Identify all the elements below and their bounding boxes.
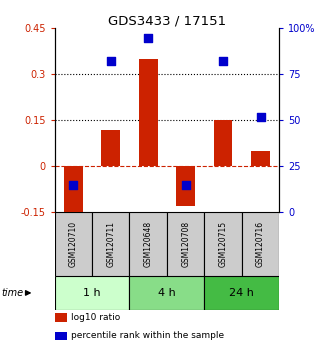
Text: GSM120710: GSM120710: [69, 221, 78, 267]
Text: GSM120711: GSM120711: [106, 221, 115, 267]
Bar: [251, 151, 270, 166]
Point: [183, 182, 188, 188]
Text: GSM120708: GSM120708: [181, 221, 190, 267]
Bar: [242, 212, 279, 276]
Bar: [92, 212, 129, 276]
Text: 1 h: 1 h: [83, 288, 101, 298]
Text: GSM120716: GSM120716: [256, 221, 265, 267]
Bar: [167, 212, 204, 276]
Bar: [55, 313, 67, 322]
Bar: [101, 130, 120, 166]
Text: 4 h: 4 h: [158, 288, 176, 298]
Text: percentile rank within the sample: percentile rank within the sample: [72, 331, 225, 340]
Bar: [55, 276, 129, 310]
Bar: [204, 276, 279, 310]
Bar: [176, 166, 195, 206]
Point: [71, 182, 76, 188]
Bar: [139, 59, 158, 166]
Bar: [55, 332, 67, 341]
Point: [258, 114, 263, 120]
Bar: [214, 120, 232, 166]
Bar: [55, 212, 92, 276]
Point: [108, 59, 113, 64]
Bar: [129, 212, 167, 276]
Text: GSM120715: GSM120715: [219, 221, 228, 267]
Bar: [64, 166, 83, 218]
Title: GDS3433 / 17151: GDS3433 / 17151: [108, 14, 226, 27]
Text: time: time: [1, 288, 23, 298]
Text: GSM120648: GSM120648: [144, 221, 153, 267]
Point: [221, 59, 226, 64]
Point: [146, 35, 151, 40]
Bar: [129, 276, 204, 310]
Text: 24 h: 24 h: [230, 288, 254, 298]
Bar: [204, 212, 242, 276]
Text: log10 ratio: log10 ratio: [72, 313, 121, 322]
